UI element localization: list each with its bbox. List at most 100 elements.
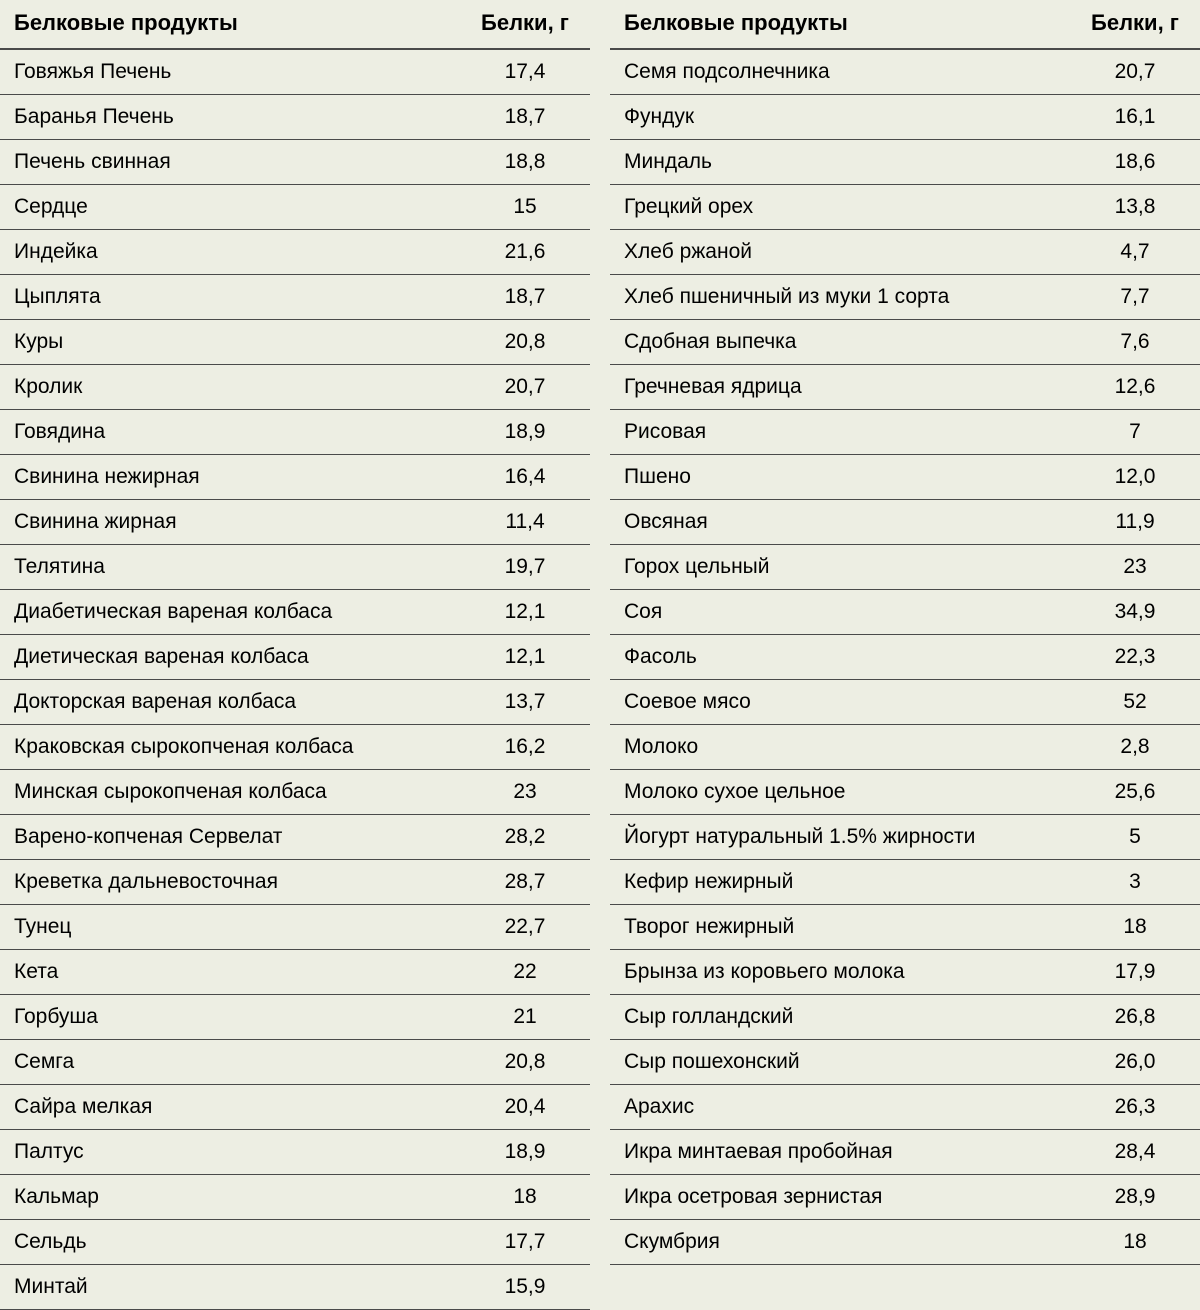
product-cell: Семга <box>0 1040 460 1085</box>
product-cell: Диетическая вареная колбаса <box>0 635 460 680</box>
value-cell: 12,1 <box>460 635 590 680</box>
product-cell: Гречневая ядрица <box>610 365 1070 410</box>
product-cell: Говядина <box>0 410 460 455</box>
product-cell: Брынза из коровьего молока <box>610 950 1070 995</box>
product-cell: Творог нежирный <box>610 905 1070 950</box>
product-cell: Молоко сухое цельное <box>610 770 1070 815</box>
product-header: Белковые продукты <box>610 0 1070 49</box>
table-row: Печень свинная18,8 <box>0 140 590 185</box>
product-cell: Икра осетровая зернистая <box>610 1175 1070 1220</box>
table-row: Соя34,9 <box>610 590 1200 635</box>
value-cell: 34,9 <box>1070 590 1200 635</box>
product-cell: Горбуша <box>0 995 460 1040</box>
value-cell: 28,4 <box>1070 1130 1200 1175</box>
value-cell: 20,8 <box>460 1040 590 1085</box>
table-row: Грецкий орех13,8 <box>610 185 1200 230</box>
product-cell: Баранья Печень <box>0 95 460 140</box>
table-row: Молоко2,8 <box>610 725 1200 770</box>
value-cell: 18,8 <box>460 140 590 185</box>
table-row: Свинина жирная11,4 <box>0 500 590 545</box>
right-column: Белковые продукты Белки, г Семя подсолне… <box>610 0 1200 1310</box>
table-row: Баранья Печень18,7 <box>0 95 590 140</box>
table-row: Говядина18,9 <box>0 410 590 455</box>
table-row: Хлеб пшеничный из муки 1 сорта7,7 <box>610 275 1200 320</box>
table-row: Палтус18,9 <box>0 1130 590 1175</box>
value-cell: 26,0 <box>1070 1040 1200 1085</box>
product-cell: Пшено <box>610 455 1070 500</box>
value-cell: 26,3 <box>1070 1085 1200 1130</box>
table-row: Миндаль18,6 <box>610 140 1200 185</box>
product-cell: Цыплята <box>0 275 460 320</box>
product-cell: Сердце <box>0 185 460 230</box>
value-cell: 3 <box>1070 860 1200 905</box>
product-cell: Сыр голландский <box>610 995 1070 1040</box>
table-row: Икра осетровая зернистая28,9 <box>610 1175 1200 1220</box>
table-row: Арахис26,3 <box>610 1085 1200 1130</box>
value-cell: 12,6 <box>1070 365 1200 410</box>
table-row: Брынза из коровьего молока17,9 <box>610 950 1200 995</box>
table-row: Молоко сухое цельное25,6 <box>610 770 1200 815</box>
table-row: Краковская сырокопченая колбаса16,2 <box>0 725 590 770</box>
table-row: Фундук16,1 <box>610 95 1200 140</box>
product-cell: Фасоль <box>610 635 1070 680</box>
table-row: Диетическая вареная колбаса12,1 <box>0 635 590 680</box>
table-row: Кальмар18 <box>0 1175 590 1220</box>
value-cell: 22,7 <box>460 905 590 950</box>
value-cell: 16,1 <box>1070 95 1200 140</box>
product-cell: Печень свинная <box>0 140 460 185</box>
product-cell: Арахис <box>610 1085 1070 1130</box>
product-cell: Хлеб ржаной <box>610 230 1070 275</box>
product-cell: Соевое мясо <box>610 680 1070 725</box>
table-row: Цыплята18,7 <box>0 275 590 320</box>
product-cell: Сдобная выпечка <box>610 320 1070 365</box>
product-cell: Скумбрия <box>610 1220 1070 1265</box>
value-cell: 28,9 <box>1070 1175 1200 1220</box>
value-cell: 20,7 <box>460 365 590 410</box>
product-cell: Сыр пошехонский <box>610 1040 1070 1085</box>
product-cell: Тунец <box>0 905 460 950</box>
table-row: Сыр голландский26,8 <box>610 995 1200 1040</box>
product-cell: Сайра мелкая <box>0 1085 460 1130</box>
product-cell: Докторская вареная колбаса <box>0 680 460 725</box>
table-row: Сердце15 <box>0 185 590 230</box>
table-row: Варено-копченая Сервелат28,2 <box>0 815 590 860</box>
table-row: Пшено12,0 <box>610 455 1200 500</box>
value-cell: 15,9 <box>460 1265 590 1310</box>
product-cell: Индейка <box>0 230 460 275</box>
value-cell: 25,6 <box>1070 770 1200 815</box>
product-cell: Рисовая <box>610 410 1070 455</box>
value-cell: 12,1 <box>460 590 590 635</box>
value-cell: 23 <box>460 770 590 815</box>
product-cell: Телятина <box>0 545 460 590</box>
value-cell: 21,6 <box>460 230 590 275</box>
value-cell: 18 <box>1070 905 1200 950</box>
value-cell: 12,0 <box>1070 455 1200 500</box>
table-row: Горбуша21 <box>0 995 590 1040</box>
value-cell: 20,8 <box>460 320 590 365</box>
table-row: Тунец22,7 <box>0 905 590 950</box>
table-row: Йогурт натуральный 1.5% жирности5 <box>610 815 1200 860</box>
table-row: Сдобная выпечка7,6 <box>610 320 1200 365</box>
value-cell: 28,2 <box>460 815 590 860</box>
product-cell: Минская сырокопченая колбаса <box>0 770 460 815</box>
product-cell: Минтай <box>0 1265 460 1310</box>
product-cell: Говяжья Печень <box>0 49 460 95</box>
table-row: Сельдь17,7 <box>0 1220 590 1265</box>
value-cell: 20,7 <box>1070 49 1200 95</box>
product-cell: Кефир нежирный <box>610 860 1070 905</box>
table-row: Кролик20,7 <box>0 365 590 410</box>
value-cell: 16,2 <box>460 725 590 770</box>
product-cell: Креветка дальневосточная <box>0 860 460 905</box>
product-cell: Кролик <box>0 365 460 410</box>
table-row: Гречневая ядрица12,6 <box>610 365 1200 410</box>
value-cell: 18,6 <box>1070 140 1200 185</box>
product-cell: Куры <box>0 320 460 365</box>
value-cell: 17,7 <box>460 1220 590 1265</box>
product-cell: Хлеб пшеничный из муки 1 сорта <box>610 275 1070 320</box>
product-cell: Фундук <box>610 95 1070 140</box>
right-table: Белковые продукты Белки, г Семя подсолне… <box>610 0 1200 1265</box>
table-row: Фасоль22,3 <box>610 635 1200 680</box>
product-cell: Палтус <box>0 1130 460 1175</box>
value-cell: 52 <box>1070 680 1200 725</box>
table-row: Минтай15,9 <box>0 1265 590 1310</box>
